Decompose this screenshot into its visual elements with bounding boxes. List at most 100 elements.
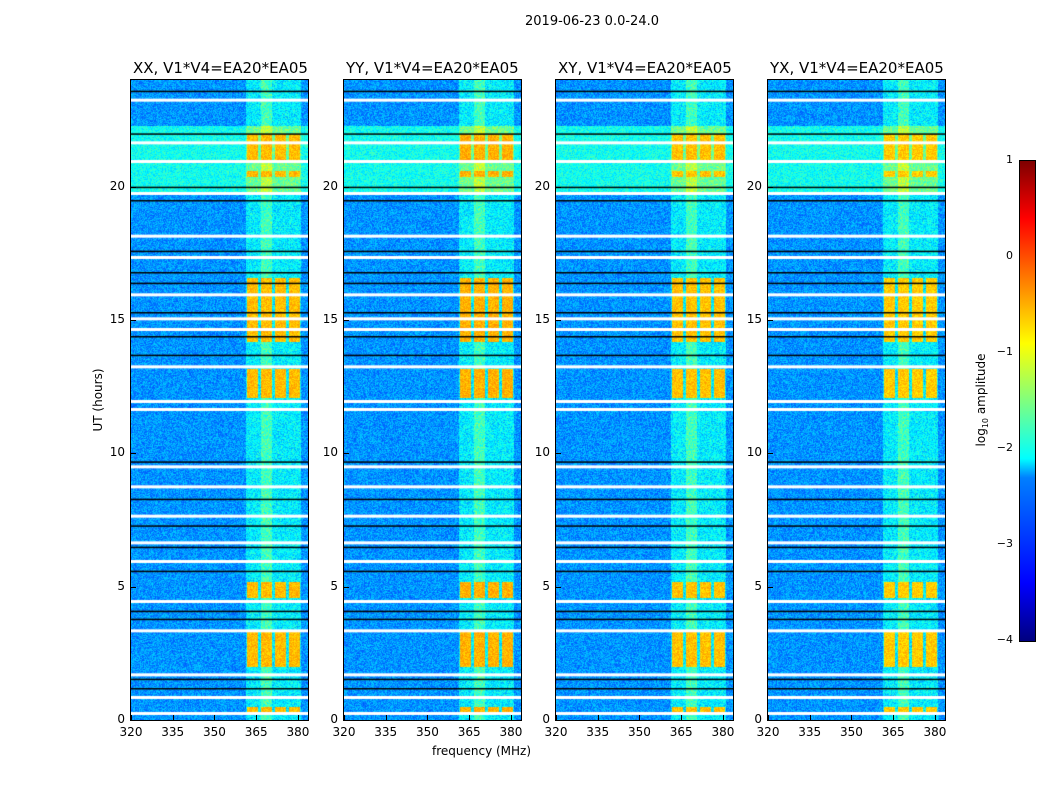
y-tick-label: 5 [542, 578, 550, 593]
y-tick-mark [556, 453, 561, 455]
x-tick-label: 365 [457, 725, 481, 739]
colorbar [1019, 160, 1036, 642]
y-tick-label: 15 [109, 312, 125, 326]
x-tick-mark [214, 715, 216, 720]
x-tick-mark [172, 715, 174, 720]
y-axis-label: UT (hours) [91, 368, 105, 432]
y-tick-mark [344, 453, 349, 455]
colorbar-label: log10 amplitude [973, 353, 991, 447]
y-tick-label: 5 [330, 578, 338, 593]
y-tick-mark [344, 320, 349, 321]
spectrogram-yx [767, 79, 946, 721]
colorbar-tick-label: 1 [1006, 153, 1013, 166]
y-tick-label: 20 [746, 178, 762, 193]
y-tick-label: 0 [330, 712, 338, 726]
x-tick-mark [722, 715, 724, 720]
y-tick-label: 10 [109, 445, 125, 460]
y-tick-mark [344, 186, 349, 188]
colorbar-tick-label: −3 [996, 537, 1013, 550]
x-tick-label: 335 [798, 725, 822, 739]
x-tick-mark [510, 715, 512, 720]
y-tick-mark [344, 720, 349, 721]
x-tick-label: 380 [711, 725, 735, 739]
x-tick-label: 380 [923, 725, 947, 739]
y-tick-mark [131, 720, 136, 721]
panel-title-1: YY, V1*V4=EA20*EA05 [346, 59, 519, 77]
y-tick-mark [131, 320, 136, 321]
x-tick-label: 335 [161, 725, 185, 739]
panel-title-2: XY, V1*V4=EA20*EA05 [558, 59, 732, 77]
y-tick-label: 0 [117, 712, 125, 726]
x-tick-label: 380 [499, 725, 523, 739]
y-tick-label: 15 [746, 312, 762, 326]
colorbar-tick-label: −4 [996, 633, 1013, 646]
y-tick-label: 0 [754, 712, 762, 726]
x-tick-label: 320 [544, 725, 568, 739]
panel-title-3: YX, V1*V4=EA20*EA05 [770, 59, 944, 77]
x-tick-label: 320 [756, 725, 780, 739]
y-tick-mark [131, 586, 136, 588]
y-tick-mark [131, 453, 136, 455]
x-tick-label: 365 [669, 725, 693, 739]
y-tick-label: 20 [109, 178, 125, 193]
x-tick-mark [681, 715, 683, 720]
y-tick-mark [344, 586, 349, 588]
colorbar-tick-label: −1 [996, 345, 1013, 358]
y-tick-mark [556, 320, 561, 321]
x-tick-label: 380 [286, 725, 310, 739]
spectrogram-xx [130, 79, 309, 721]
x-tick-label: 365 [244, 725, 268, 739]
y-tick-label: 20 [534, 178, 550, 193]
x-tick-label: 335 [374, 725, 398, 739]
x-tick-mark [427, 715, 429, 720]
x-tick-mark [893, 715, 895, 720]
y-tick-mark [768, 453, 773, 455]
x-axis-label: frequency (MHz) [432, 744, 532, 758]
x-tick-mark [297, 715, 299, 720]
y-tick-mark [768, 186, 773, 188]
y-tick-mark [768, 586, 773, 588]
y-tick-label: 10 [534, 445, 550, 460]
y-tick-mark [556, 720, 561, 721]
x-tick-mark [385, 715, 387, 720]
y-tick-label: 5 [754, 578, 762, 593]
y-tick-label: 10 [322, 445, 338, 460]
figure-suptitle: 2019-06-23 0.0-24.0 [525, 14, 659, 29]
y-tick-mark [556, 586, 561, 588]
x-tick-mark [344, 715, 345, 720]
panel-title-0: XX, V1*V4=EA20*EA05 [133, 59, 308, 77]
x-tick-label: 320 [119, 725, 143, 739]
y-tick-label: 5 [117, 578, 125, 593]
colorbar-tick-label: −2 [996, 441, 1013, 454]
x-tick-mark [256, 715, 258, 720]
x-tick-label: 350 [628, 725, 651, 739]
x-tick-mark [556, 715, 557, 720]
colorbar-tick-label: 0 [1006, 249, 1013, 262]
x-tick-mark [639, 715, 641, 720]
x-tick-label: 320 [332, 725, 356, 739]
x-tick-mark [768, 715, 769, 720]
x-tick-label: 350 [203, 725, 226, 739]
y-tick-mark [556, 186, 561, 188]
x-tick-mark [934, 715, 936, 720]
y-tick-label: 15 [534, 312, 550, 326]
y-tick-mark [768, 320, 773, 321]
spectrogram-xy [555, 79, 734, 721]
x-tick-label: 335 [586, 725, 610, 739]
y-tick-label: 20 [322, 178, 338, 193]
y-tick-mark [131, 186, 136, 188]
x-tick-mark [597, 715, 599, 720]
x-tick-mark [809, 715, 811, 720]
y-tick-label: 10 [746, 445, 762, 460]
x-tick-mark [131, 715, 132, 720]
x-tick-mark [851, 715, 853, 720]
x-tick-mark [469, 715, 471, 720]
x-tick-label: 350 [416, 725, 439, 739]
y-tick-label: 15 [322, 312, 338, 326]
x-tick-label: 350 [840, 725, 863, 739]
y-tick-label: 0 [542, 712, 550, 726]
spectrogram-yy [343, 79, 522, 721]
x-tick-label: 365 [881, 725, 905, 739]
y-tick-mark [768, 720, 773, 721]
